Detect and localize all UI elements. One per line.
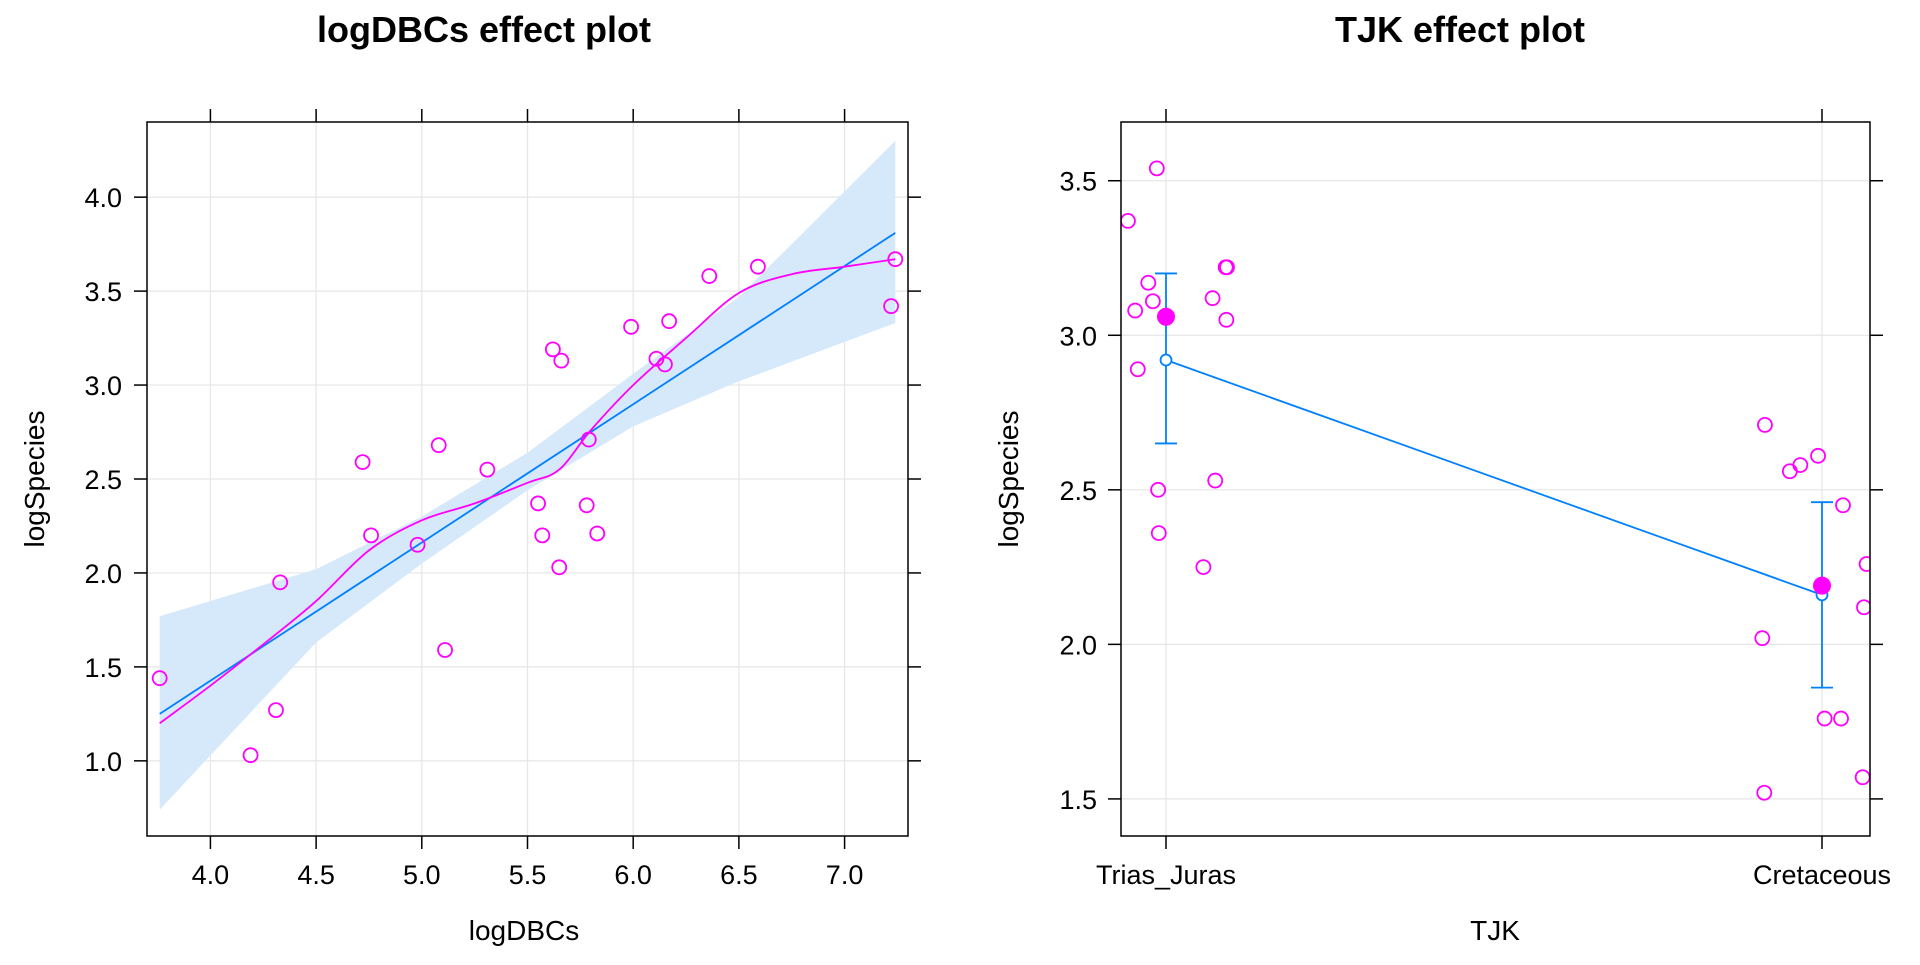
right-y-tick-label: 2.0 xyxy=(1059,630,1097,660)
left-x-tick-label: 5.0 xyxy=(403,860,441,890)
left-data-point xyxy=(883,298,899,315)
right-data-point xyxy=(1150,481,1167,498)
right-effect-point xyxy=(1159,353,1173,367)
right-data-point xyxy=(1127,302,1144,319)
right-y-tick-label: 3.5 xyxy=(1059,167,1097,197)
right-plot-frame xyxy=(1120,121,1871,837)
left-data-point xyxy=(580,431,597,448)
right-data-point xyxy=(1754,630,1771,647)
right-plot-title: TJK effect plot xyxy=(1335,9,1585,50)
left-x-tick-label: 6.0 xyxy=(614,860,652,890)
right-data-point xyxy=(1856,599,1870,616)
left-data-point xyxy=(589,525,606,542)
left-data-point xyxy=(242,747,259,764)
right-data-point xyxy=(1144,293,1161,310)
left-axis-ticks: 4.0 4.5 5.0 5.5 6.0 6.5 7.0 1.0 1.5 2.0 2.5 3.0 3.5 4… xyxy=(84,109,921,890)
right-x-tick-label: Trias_Juras xyxy=(1096,860,1236,890)
left-data-point xyxy=(430,437,447,454)
right-points-group xyxy=(1121,160,1870,801)
right-effect-line xyxy=(1165,359,1823,596)
left-y-axis-label: logSpecies xyxy=(19,411,50,548)
right-data-point xyxy=(1218,311,1235,328)
right-data-point xyxy=(1148,160,1165,177)
left-data-point xyxy=(354,454,371,470)
right-data-point xyxy=(1150,525,1167,541)
right-data-point xyxy=(1129,361,1146,378)
right-data-point xyxy=(1204,290,1221,307)
right-fit-layer xyxy=(1155,272,1833,689)
left-data-point xyxy=(750,258,766,275)
right-data-point xyxy=(1195,559,1212,575)
left-fit-layer xyxy=(159,232,896,715)
left-y-tick-label: 1.5 xyxy=(84,653,122,683)
left-data-point xyxy=(657,356,673,373)
right-points-layer xyxy=(1121,160,1870,801)
left-y-tick-label: 2.0 xyxy=(84,559,122,589)
left-points-layer xyxy=(151,251,904,764)
right-y-tick-label: 2.5 xyxy=(1059,476,1097,506)
right-y-tick-label: 1.5 xyxy=(1059,785,1097,815)
left-data-point xyxy=(578,497,595,514)
right-data-point xyxy=(1835,497,1851,514)
right-data-point xyxy=(1781,463,1798,480)
left-confidence-band xyxy=(159,140,896,810)
right-axis-ticks: 1.5 2.0 2.5 3.0 3.5 Trias_Juras Cretaceous xyxy=(1059,109,1891,890)
left-x-tick-label: 4.5 xyxy=(297,860,335,890)
left-plot-title: logDBCs effect plot xyxy=(317,9,651,50)
left-x-tick-label: 6.5 xyxy=(720,860,758,890)
right-data-point xyxy=(1810,447,1826,464)
left-data-point xyxy=(363,527,379,544)
right-data-point xyxy=(1140,274,1157,291)
left-y-tick-label: 4.0 xyxy=(84,183,122,213)
left-data-point xyxy=(887,251,904,268)
left-data-point xyxy=(648,350,665,367)
right-x-tick-label: Cretaceous xyxy=(1753,860,1891,890)
left-data-point xyxy=(544,341,561,358)
left-fit-line xyxy=(159,232,896,715)
left-data-point xyxy=(272,574,289,591)
left-data-point xyxy=(409,536,426,553)
right-data-point xyxy=(1757,417,1773,433)
left-confidence-band-layer xyxy=(159,140,896,810)
left-data-point xyxy=(268,702,284,719)
left-x-tick-label: 5.5 xyxy=(509,860,547,890)
right-data-point xyxy=(1219,259,1235,276)
left-x-tick-label: 4.0 xyxy=(192,860,230,890)
left-smooth-line xyxy=(159,258,896,725)
left-data-point xyxy=(623,318,639,335)
left-x-tick-label: 7.0 xyxy=(826,860,864,890)
right-data-point xyxy=(1816,710,1833,727)
right-group-mean-point xyxy=(1813,576,1831,595)
left-smooth-layer xyxy=(159,258,896,725)
right-data-point xyxy=(1756,784,1773,801)
right-x-axis-label: TJK xyxy=(1470,915,1520,946)
right-data-point xyxy=(1854,769,1870,786)
left-y-tick-label: 1.0 xyxy=(84,747,122,777)
left-data-point xyxy=(551,559,568,576)
right-data-point xyxy=(1207,472,1224,489)
right-data-point xyxy=(1858,556,1870,572)
left-y-tick-label: 2.5 xyxy=(84,465,122,495)
right-data-point xyxy=(1121,213,1136,229)
right-effect-plot: TJK effect plot 1.5 2.0 2.5 3.0 3.5 Trias_Jur… xyxy=(993,9,1891,946)
left-data-point xyxy=(479,461,496,478)
right-y-tick-label: 3.0 xyxy=(1059,321,1097,351)
left-data-point xyxy=(553,352,570,369)
right-data-point xyxy=(1792,457,1809,473)
left-data-point xyxy=(661,313,678,330)
left-data-point xyxy=(437,642,453,658)
left-data-point xyxy=(534,527,551,544)
left-data-point xyxy=(530,495,546,512)
right-gridlines xyxy=(1121,122,1870,836)
left-effect-plot: logDBCs effect plot 4.0 4.5 5.0 5.5 6.0 6.5 7.… xyxy=(19,9,921,946)
left-y-tick-label: 3.0 xyxy=(84,371,122,401)
left-data-point xyxy=(151,670,168,687)
left-data-point xyxy=(701,268,718,284)
right-y-axis-label: logSpecies xyxy=(993,411,1024,548)
left-y-tick-label: 3.5 xyxy=(84,277,122,307)
left-x-axis-label: logDBCs xyxy=(469,915,579,946)
right-data-point xyxy=(1833,710,1849,727)
right-group-mean-point xyxy=(1157,307,1175,326)
